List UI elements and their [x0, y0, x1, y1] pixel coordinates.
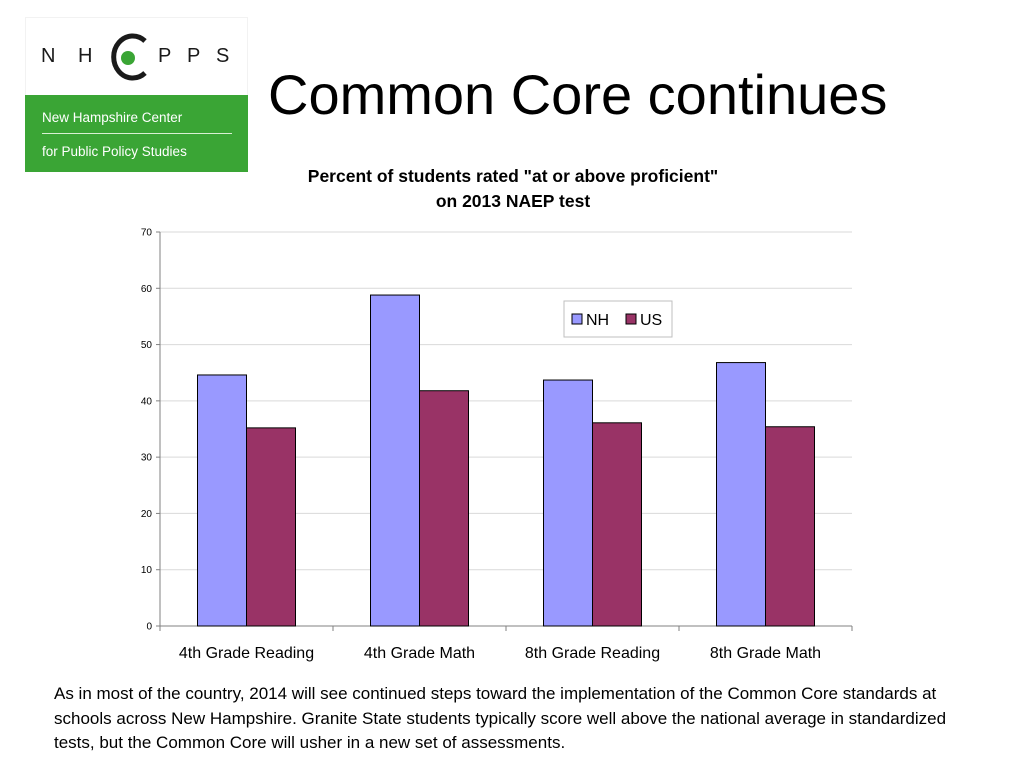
bar-nh	[716, 362, 766, 627]
bar-us	[246, 427, 296, 627]
y-tick-label: 50	[141, 340, 153, 351]
c-emblem-icon	[111, 33, 147, 81]
legend-label-nh: NH	[586, 312, 609, 329]
y-tick-label: 70	[141, 228, 153, 239]
logo-letter-h: H	[78, 45, 93, 67]
logo-org-line2: for Public Policy Studies	[42, 144, 187, 159]
bar-us	[592, 422, 642, 627]
logo-letter-n: N	[41, 45, 56, 67]
legend-label-us: US	[640, 312, 662, 329]
x-tick-label: 4th Grade Reading	[179, 645, 314, 662]
x-tick-label: 4th Grade Math	[364, 645, 475, 662]
legend-swatch-us	[625, 313, 637, 325]
bar-nh	[370, 294, 420, 627]
y-tick-label: 60	[141, 284, 153, 295]
y-tick-label: 10	[141, 565, 153, 576]
chart-title: Percent of students rated "at or above p…	[230, 164, 796, 214]
bar-us	[419, 390, 469, 627]
y-tick-label: 40	[141, 396, 153, 407]
logo-letter-s: S	[216, 45, 230, 67]
bar-nh	[197, 374, 247, 627]
nhcpps-logo: N H P P S New Hampshire Center for Publi…	[25, 17, 248, 172]
chart-title-line2: on 2013 NAEP test	[435, 191, 591, 211]
y-tick-label: 0	[146, 622, 152, 633]
bar-us	[765, 426, 815, 627]
x-tick-label: 8th Grade Math	[710, 645, 821, 662]
logo-letter-p2: P	[187, 45, 201, 67]
chart-title-line1: Percent of students rated "at or above p…	[307, 166, 719, 186]
logo-letter-p1: P	[158, 45, 172, 67]
y-tick-label: 30	[141, 453, 153, 464]
x-tick-label: 8th Grade Reading	[525, 645, 660, 662]
caption-paragraph: As in most of the country, 2014 will see…	[54, 684, 947, 752]
y-tick-label: 20	[141, 509, 153, 520]
legend-swatch-nh	[571, 313, 583, 325]
logo-wordmark: N H P P S	[25, 17, 248, 95]
bar-nh	[543, 379, 593, 627]
slide-title: Common Core continues	[268, 63, 888, 126]
logo-org-line1: New Hampshire Center	[42, 110, 183, 125]
logo-divider	[42, 133, 232, 134]
